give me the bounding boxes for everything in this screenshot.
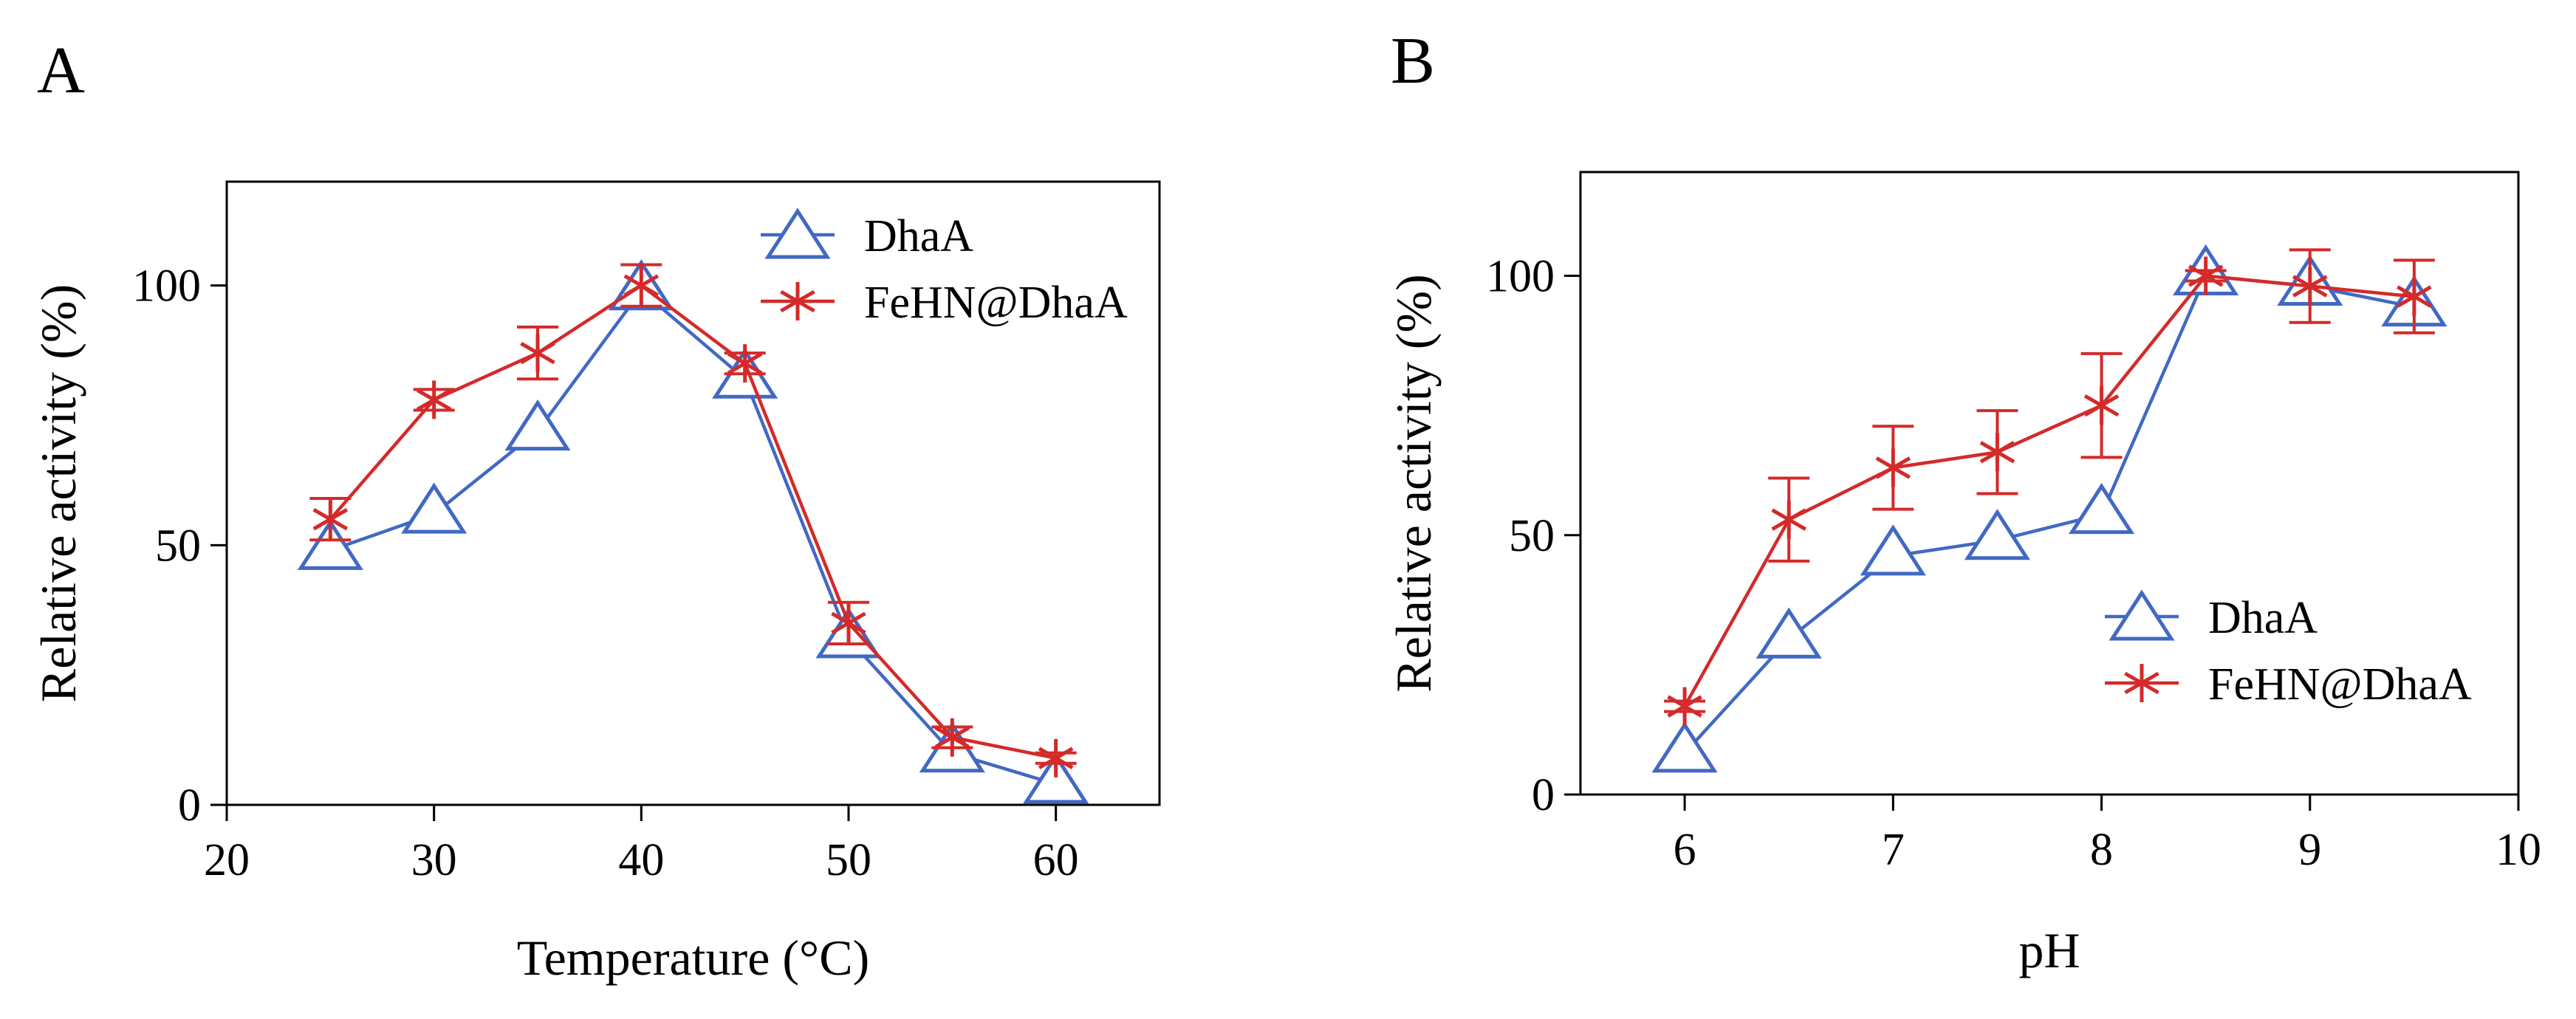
asterisk-stroke [2124,671,2159,695]
asterisk-stroke [727,352,763,375]
x-tick-label: 10 [2496,825,2541,875]
series-fehn-dhaa [309,263,1077,778]
chart-panel-a: A 20 30 40 50 60 0 50 100 Temperature (°C) Relativ… [30,34,1161,986]
series-line [329,288,1057,786]
data-point-asterisk [727,344,763,383]
x-tick-label: 7 [1882,825,1905,875]
legend-entry-dhaa: DhaA [2105,589,2318,643]
data-point-asterisk [1771,500,1806,539]
asterisk-stroke [623,274,660,297]
y-tick-label: 50 [1509,511,1555,561]
data-point-asterisk [831,603,866,642]
y-tick-label: 100 [1486,252,1555,302]
asterisk-stroke [2292,275,2328,298]
x-axis-title: pH [2018,922,2080,978]
asterisk-stroke [2188,264,2224,287]
plot-frame [225,180,1161,806]
x-tick-label: 20 [204,835,250,885]
data-point-asterisk [2397,277,2432,316]
y-tick-label: 0 [178,780,201,831]
asterisk-stroke [831,611,866,634]
legend-marker-triangle [764,207,831,259]
y-axis-title: Relative activity (%) [30,284,86,702]
y-tick-label: 50 [155,521,201,571]
asterisk-stroke [780,289,815,313]
data-point-asterisk [520,334,555,373]
plot-frame [1579,171,2520,796]
asterisk-stroke [1038,747,1074,769]
data-point-asterisk [1875,448,1911,487]
legend-marker-asterisk [2124,664,2159,702]
x-axis-title: Temperature (°C) [517,930,869,986]
data-point-asterisk [934,718,970,757]
panel-label: B [1391,24,1435,97]
asterisk-stroke [1771,508,1806,531]
x-tick-label: 9 [2298,825,2321,875]
legend-label: DhaA [2208,593,2318,643]
data-point-triangle [1755,607,1822,659]
data-point-triangle [1023,752,1089,804]
legend-marker-asterisk [780,282,815,320]
asterisk-stroke [312,508,349,531]
data-point-triangle [504,399,571,451]
x-tick-label: 40 [618,835,664,885]
legend-label: FeHN@DhaA [864,278,1128,328]
legend-marker-triangle [2109,589,2175,641]
y-tick-label: 0 [1532,770,1555,820]
series-line [1683,274,2415,707]
data-point-asterisk [1038,738,1074,778]
asterisk-stroke [2397,285,2432,308]
data-point-triangle [297,518,363,570]
data-point-triangle [1964,509,2031,560]
legend-label: DhaA [864,211,973,261]
series-fehn-dhaa [1664,248,2435,726]
x-tick-label: 50 [826,835,871,885]
data-point-asterisk [312,500,349,539]
legend-label: FeHN@DhaA [2208,659,2472,710]
data-point-asterisk [2188,256,2224,295]
data-point-triangle [1651,721,1718,773]
asterisk-stroke [1875,456,1911,479]
y-tick-label: 100 [132,261,201,312]
data-point-triangle [1860,524,1926,576]
y-axis-title: Relative activity (%) [1385,274,1442,692]
legend-entry-fehn-dhaa: FeHN@DhaA [2105,659,2472,710]
x-tick-label: 60 [1033,835,1079,885]
asterisk-stroke [2083,394,2120,417]
series-line [329,283,1057,760]
data-point-asterisk [2083,386,2120,425]
series-dhaa [297,259,1089,804]
legend-entry-fehn-dhaa: FeHN@DhaA [761,278,1128,328]
asterisk-stroke [416,388,452,411]
x-tick-label: 30 [411,835,457,885]
data-point-asterisk [1667,687,1702,726]
asterisk-stroke [520,341,555,365]
asterisk-stroke [934,726,970,749]
asterisk-stroke [1979,441,2015,464]
panel-label: A [37,34,85,107]
data-point-asterisk [2292,267,2328,306]
data-point-triangle [401,482,467,534]
x-tick-label: 8 [2090,825,2113,875]
legend-entry-dhaa: DhaA [761,207,973,261]
asterisk-stroke [1667,695,1702,718]
data-point-asterisk [416,380,452,419]
data-point-asterisk [1979,433,2015,472]
x-tick-label: 6 [1674,825,1696,875]
data-point-asterisk [623,266,660,305]
data-point-triangle [2068,483,2135,535]
